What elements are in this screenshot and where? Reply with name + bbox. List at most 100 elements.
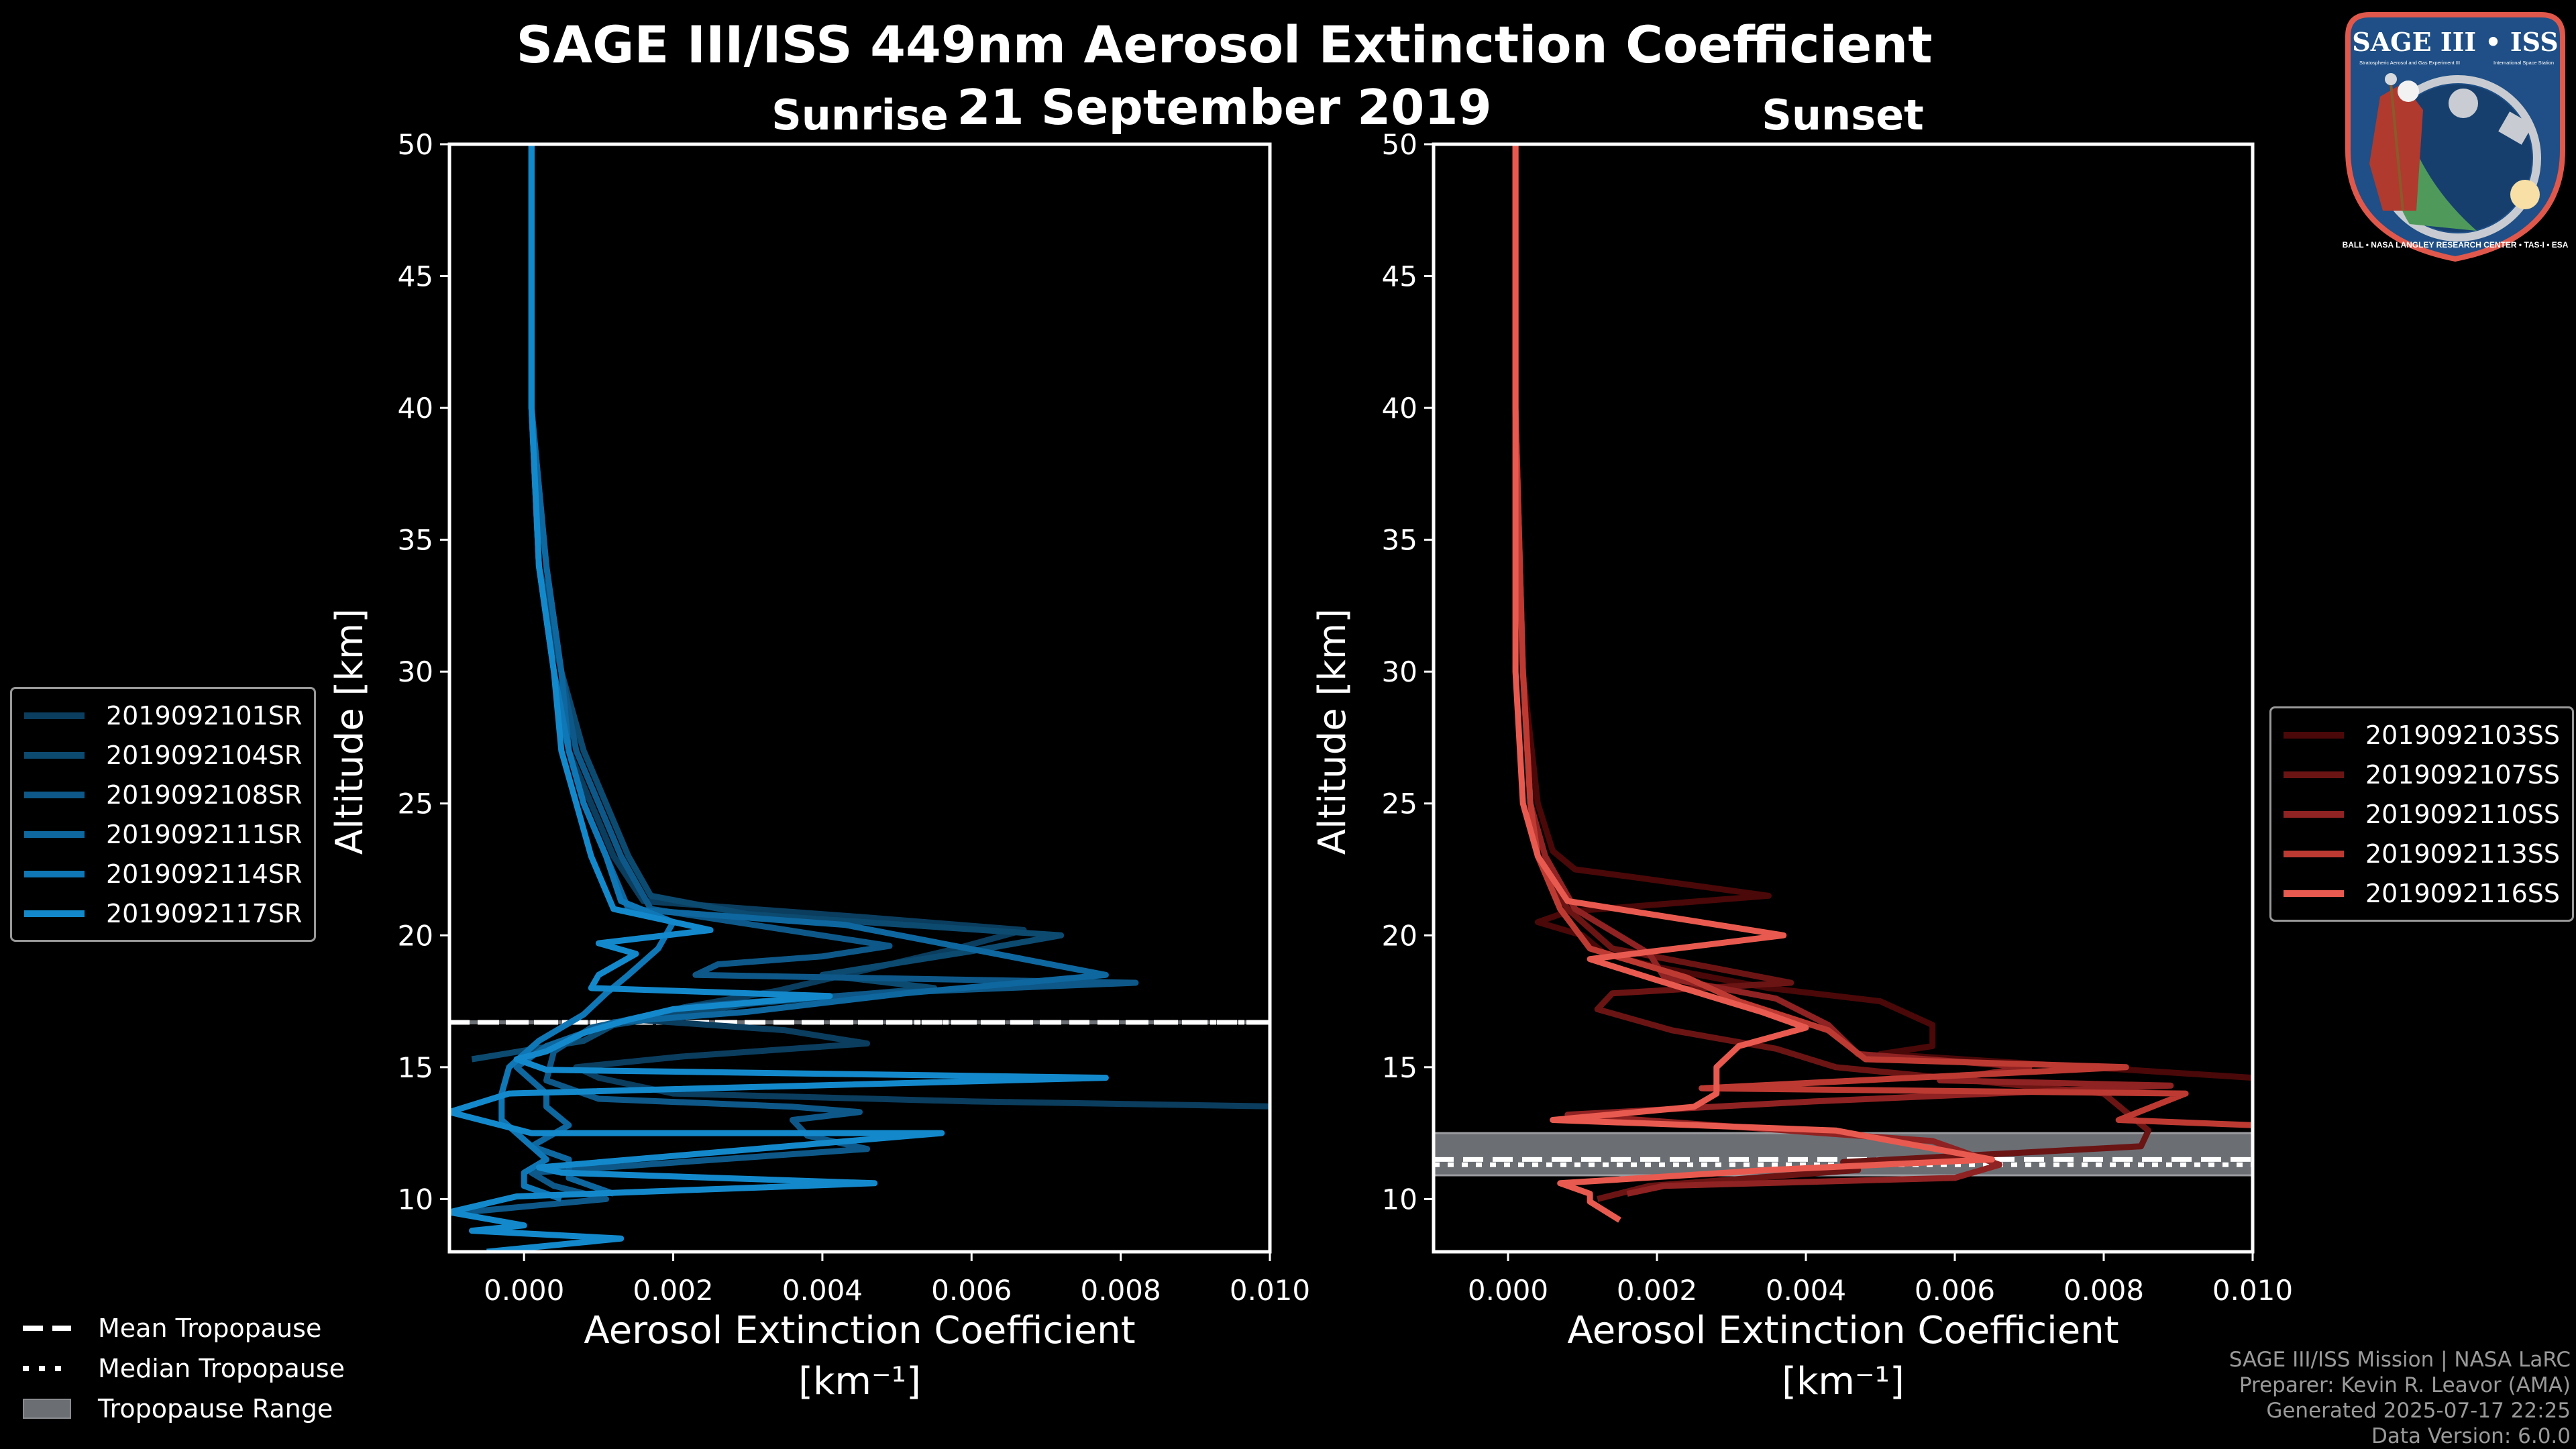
series-line-2019092116SS (1512, 144, 1995, 1223)
y-tick-label: 50 (1382, 128, 1417, 161)
x-tick-label: 0.010 (1230, 1274, 1310, 1307)
x-tick-label: 0.008 (2063, 1274, 2144, 1307)
legend-label: 2019092117SR (106, 898, 303, 928)
tropopause-legend: Mean Tropopause Median Tropopause Tropop… (23, 1308, 345, 1429)
y-tick-label: 50 (398, 128, 433, 161)
y-tick-label: 30 (1382, 655, 1417, 688)
legend-item: 2019092107SS (2284, 755, 2560, 794)
y-tick-label: 35 (398, 524, 433, 557)
y-tick-label: 10 (398, 1183, 433, 1216)
sunset-legend: 2019092103SS 2019092107SS 2019092110SS 2019… (2269, 706, 2575, 922)
series-line-2019092113SS (1512, 144, 2253, 1128)
legend-item: 2019092117SR (24, 894, 302, 933)
legend-item: 2019092108SR (24, 775, 302, 814)
svg-text:International Space Station: International Space Station (2493, 60, 2554, 66)
legend-median-tropopause: Median Tropopause (23, 1348, 345, 1389)
legend-item: 2019092101SR (24, 696, 302, 735)
legend-line-swatch (2284, 731, 2344, 739)
x-axis-units: [km⁻¹] (1782, 1360, 1904, 1403)
legend-label: 2019092103SS (2365, 720, 2561, 750)
credit-version: Data Version: 6.0.0 (2371, 1424, 2571, 1448)
legend-label: 2019092108SR (106, 780, 303, 810)
dotted-line-icon (23, 1358, 71, 1379)
svg-text:BALL • NASA LANGLEY RESEARCH C: BALL • NASA LANGLEY RESEARCH CENTER • TA… (2343, 240, 2568, 250)
y-tick-label: 40 (398, 392, 433, 425)
legend-mean-tropopause: Mean Tropopause (23, 1308, 345, 1348)
legend-label: Median Tropopause (98, 1354, 345, 1383)
series-line-2019092117SR (449, 144, 1109, 1252)
x-tick-label: 0.010 (2212, 1274, 2293, 1307)
sunset-panel: 0.000 0.002 0.004 0.006 0.008 0.010 10 15 20 25 30… (1311, 128, 2293, 1403)
legend-label: 2019092111SR (106, 819, 303, 849)
legend-label: Mean Tropopause (98, 1313, 322, 1343)
legend-line-swatch (24, 830, 85, 838)
series-line-2019092108SR (464, 144, 1139, 1216)
legend-line-swatch (2284, 771, 2344, 778)
series-line-2019092114SR (498, 144, 676, 1202)
sunrise-panel-title: Sunrise (771, 91, 949, 140)
chart-title: SAGE III/ISS 449nm Aerosol Extinction Co… (516, 15, 1933, 74)
x-tick-label: 0.006 (1915, 1274, 1995, 1307)
legend-line-swatch (24, 791, 85, 798)
legend-line-swatch (2284, 850, 2344, 857)
legend-line-swatch (24, 751, 85, 759)
legend-label: Tropopause Range (98, 1394, 333, 1424)
legend-label: 2019092104SR (106, 740, 303, 770)
credit-generated: Generated 2025-07-17 22:25 (2266, 1399, 2571, 1423)
legend-item: 2019092116SS (2284, 873, 2560, 913)
y-axis-label: Altitude [km] (1311, 608, 1354, 855)
legend-line-swatch (24, 870, 85, 877)
series-line-2019092107SS (1512, 144, 2152, 1202)
sage-iii-iss-mission-logo: SAGE III • ISS Stratospheric Aerosol and… (2343, 12, 2568, 262)
range-band-icon (23, 1399, 71, 1419)
y-tick-label: 10 (1382, 1183, 1417, 1216)
legend-label: 2019092116SS (2365, 878, 2561, 908)
x-axis-label: Aerosol Extinction Coefficient (584, 1309, 1135, 1352)
axes-frame (1432, 142, 2255, 1254)
y-tick-label: 30 (398, 655, 433, 688)
y-tick-label: 25 (398, 788, 433, 820)
legend-label: 2019092107SS (2365, 759, 2561, 790)
legend-label: 2019092114SR (106, 859, 303, 889)
legend-item: 2019092113SS (2284, 834, 2560, 873)
plot-area (449, 144, 1270, 1252)
x-tick-label: 0.006 (931, 1274, 1012, 1307)
legend-line-swatch (2284, 810, 2344, 818)
y-axis-label: Altitude [km] (328, 608, 372, 855)
legend-item: 2019092104SR (24, 735, 302, 775)
x-tick-label: 0.002 (633, 1274, 713, 1307)
legend-label: 2019092101SR (106, 700, 303, 731)
x-axis-units: [km⁻¹] (798, 1360, 921, 1403)
dashed-line-icon (23, 1318, 71, 1338)
y-tick-label: 20 (398, 919, 433, 952)
legend-item: 2019092103SS (2284, 715, 2560, 755)
x-tick-label: 0.004 (1766, 1274, 1846, 1307)
series-line-2019092103SS (1512, 144, 2253, 1081)
legend-item: 2019092114SR (24, 854, 302, 894)
legend-tropopause-range: Tropopause Range (23, 1389, 345, 1429)
x-tick-label: 0.000 (1468, 1274, 1548, 1307)
x-tick-label: 0.000 (484, 1274, 564, 1307)
chart-date: 21 September 2019 (957, 79, 1492, 136)
axes-frame (447, 142, 1272, 1254)
sunrise-panel: 0.000 0.002 0.004 0.006 0.008 0.010 10 15 20 25 30… (328, 128, 1310, 1403)
y-tick-label: 20 (1382, 919, 1417, 952)
legend-line-swatch (2284, 890, 2344, 897)
legend-label: 2019092110SS (2365, 799, 2561, 829)
credits: SAGE III/ISS Mission | NASA LaRC Prepare… (2229, 1347, 2571, 1449)
y-tick-label: 15 (1382, 1051, 1417, 1084)
y-tick-label: 45 (1382, 260, 1417, 293)
credit-preparer: Preparer: Kevin R. Leavor (AMA) (2239, 1373, 2571, 1397)
legend-line-swatch (24, 712, 85, 719)
svg-text:SAGE III • ISS: SAGE III • ISS (2352, 27, 2558, 57)
x-axis-label: Aerosol Extinction Coefficient (1567, 1309, 2118, 1352)
sunset-panel-title: Sunset (1762, 91, 1924, 140)
y-tick-label: 15 (398, 1051, 433, 1084)
legend-label: 2019092113SS (2365, 839, 2561, 869)
y-tick-label: 35 (1382, 524, 1417, 557)
legend-item: 2019092110SS (2284, 794, 2560, 834)
sunrise-legend: 2019092101SR 2019092104SR 2019092108SR 2019… (10, 687, 317, 942)
svg-text:Stratospheric Aerosol and Gas: Stratospheric Aerosol and Gas Experiment… (2359, 60, 2460, 66)
y-tick-label: 25 (1382, 788, 1417, 820)
